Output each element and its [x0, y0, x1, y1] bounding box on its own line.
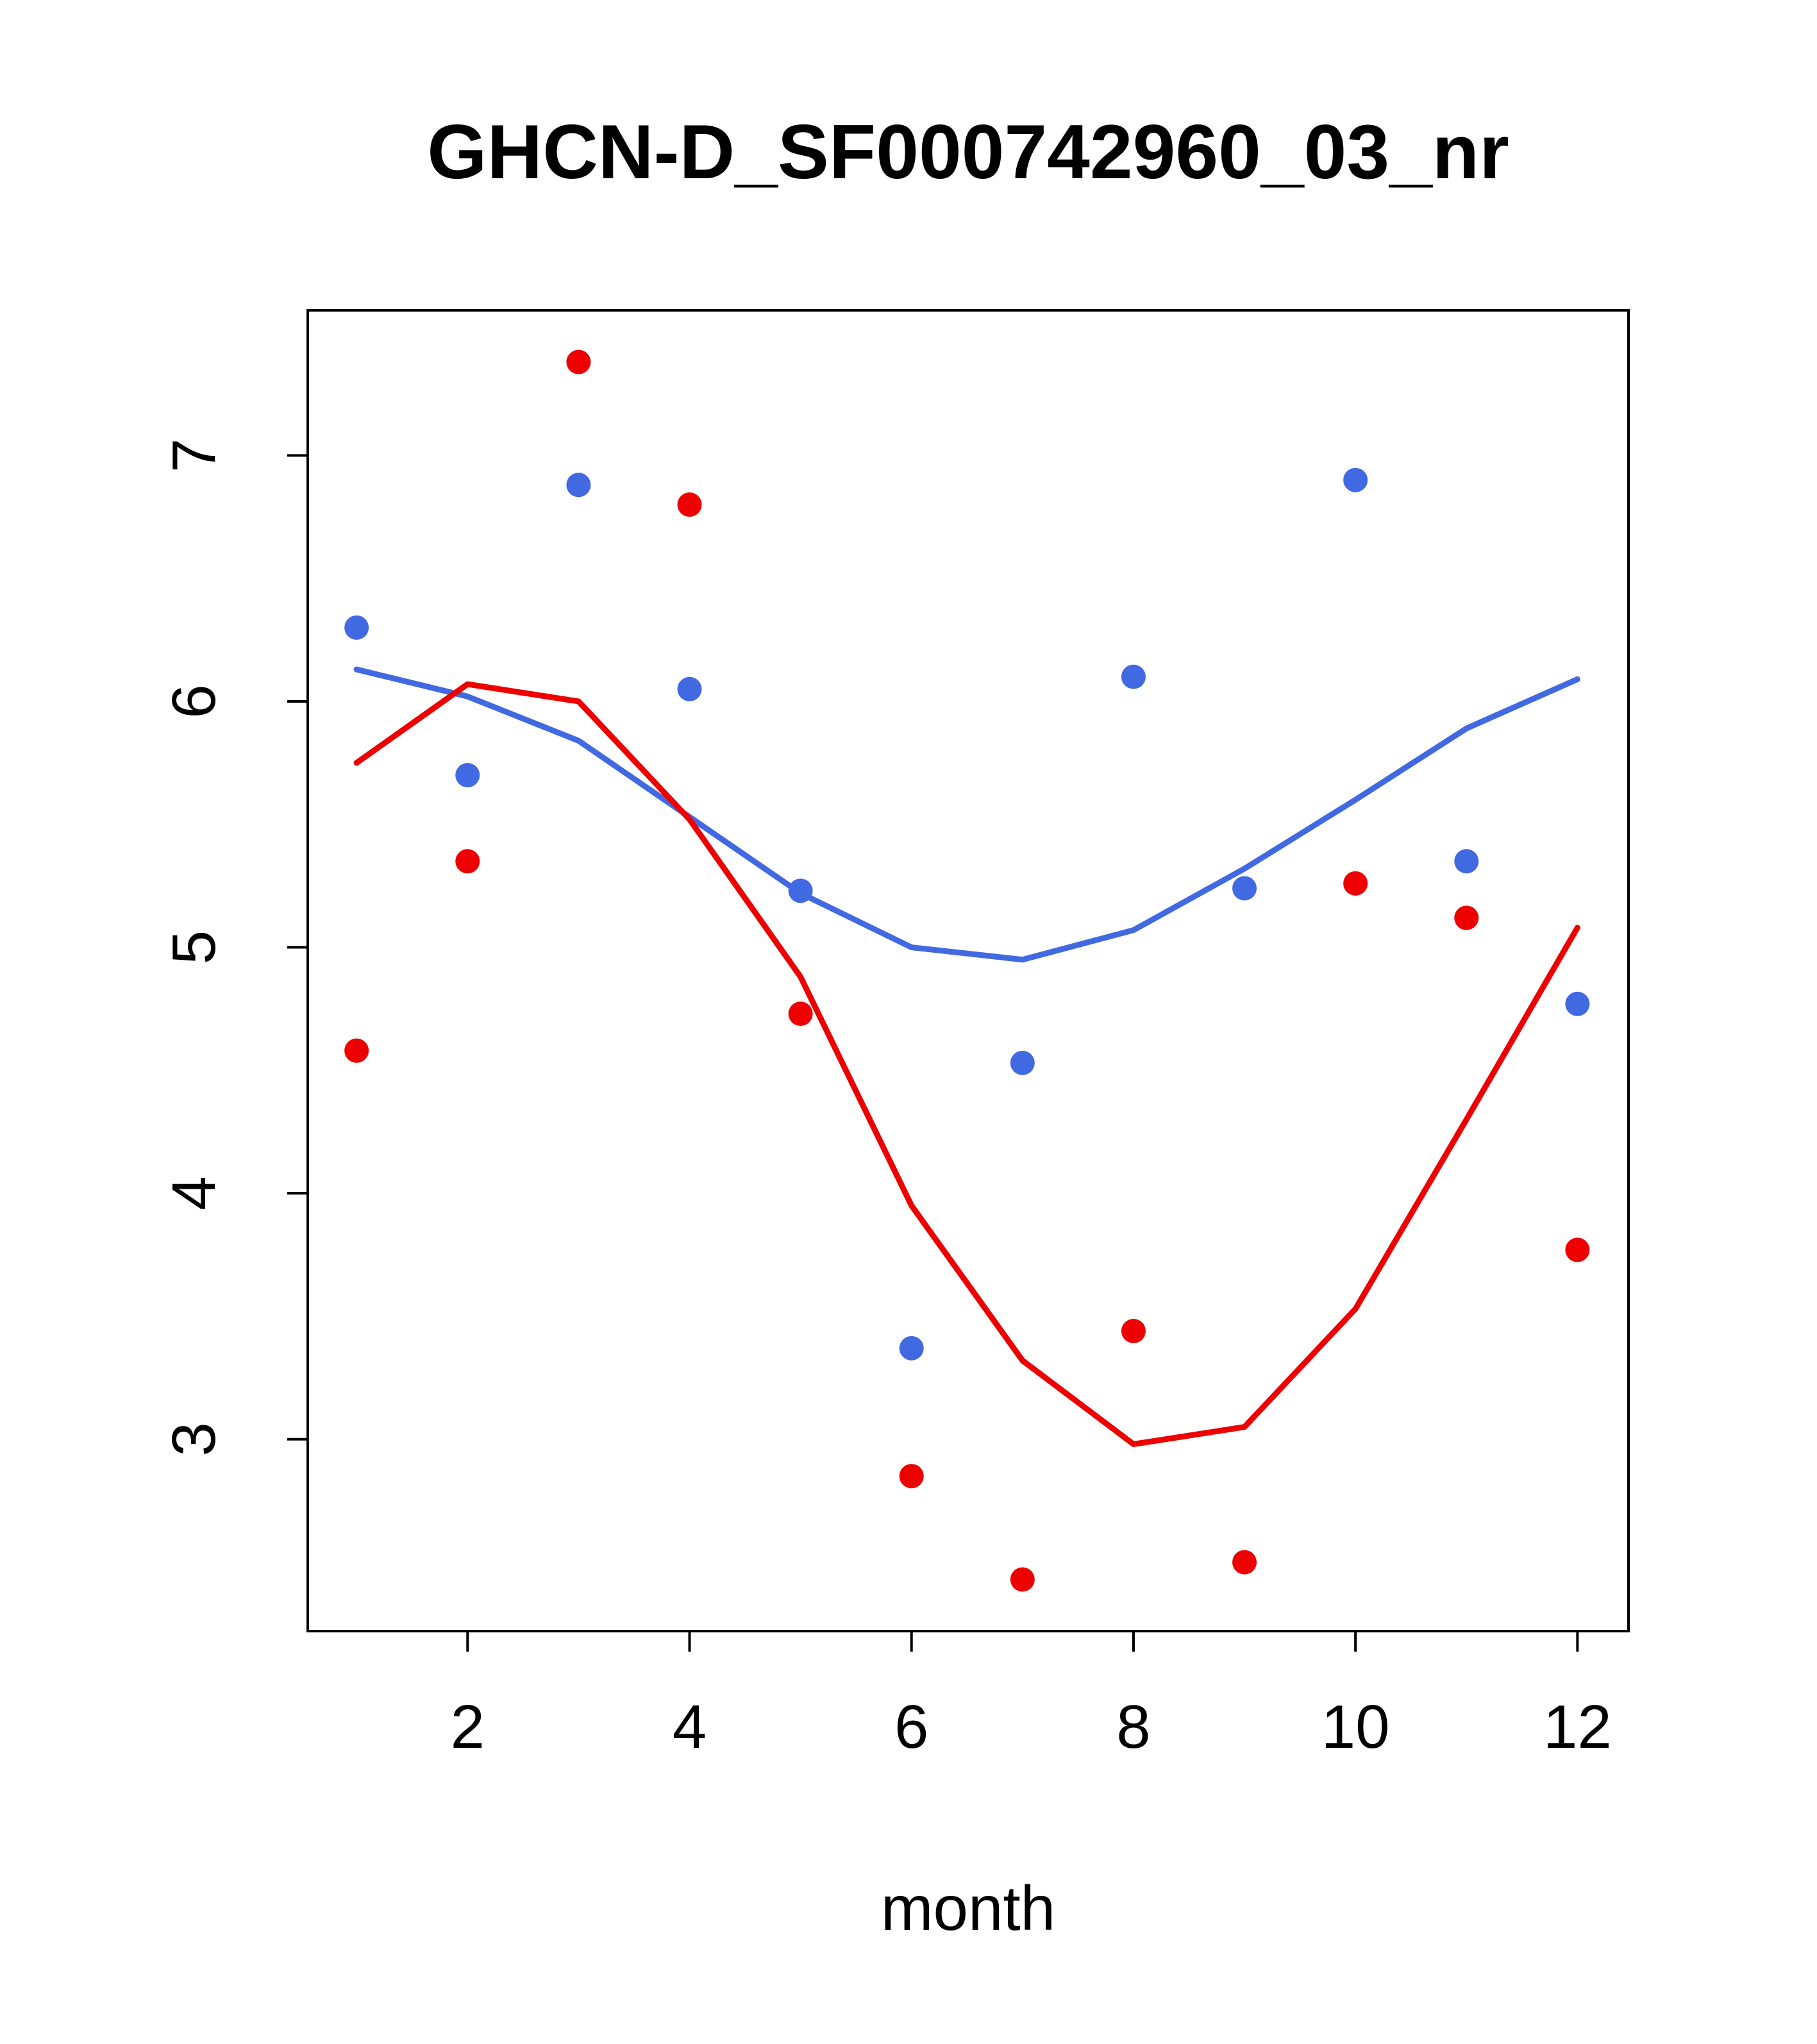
- y-tick-label: 5: [160, 930, 228, 964]
- x-tick-label: 2: [451, 1693, 485, 1761]
- blue-points-point: [1010, 1050, 1035, 1075]
- blue-line: [353, 666, 1580, 963]
- red-points-point: [455, 849, 480, 874]
- red-points-point: [1010, 1567, 1035, 1592]
- blue-points-point: [1454, 849, 1479, 874]
- x-axis-label: month: [880, 1873, 1056, 1943]
- red-line: [353, 681, 1580, 1447]
- red-points-point: [1232, 1550, 1257, 1575]
- x-tick-label: 4: [673, 1693, 707, 1761]
- x-tick-label: 12: [1543, 1693, 1612, 1761]
- y-tick-label: 4: [160, 1176, 228, 1210]
- blue-points-point: [344, 615, 369, 640]
- x-tick-label: 6: [894, 1693, 928, 1761]
- blue-points-point: [1565, 991, 1590, 1016]
- red-points-point: [566, 349, 591, 374]
- red-points-point: [1565, 1237, 1590, 1262]
- blue-points-point: [1121, 664, 1146, 689]
- x-tick-label: 10: [1321, 1693, 1390, 1761]
- red-points-point: [899, 1464, 924, 1489]
- y-tick-label: 6: [160, 684, 228, 718]
- chart-title: GHCN-D_SF000742960_03_nr: [427, 109, 1509, 195]
- y-tick-label: 3: [160, 1422, 228, 1456]
- blue-points-point: [1232, 876, 1257, 901]
- plot-border: [306, 309, 1630, 1632]
- red-points-point: [344, 1038, 369, 1063]
- red-points-point: [1121, 1318, 1146, 1343]
- blue-points-point: [455, 763, 480, 788]
- red-points-point: [788, 1001, 813, 1026]
- red-points-point: [1454, 905, 1479, 930]
- y-tick-label: 7: [160, 439, 228, 473]
- blue-points-point: [899, 1336, 924, 1361]
- x-tick-label: 8: [1116, 1693, 1150, 1761]
- blue-points-point: [1343, 467, 1368, 492]
- blue-points-point: [677, 676, 702, 701]
- red-points-point: [1343, 871, 1368, 896]
- red-points-point: [677, 492, 702, 517]
- blue-points-point: [566, 473, 591, 498]
- blue-points-point: [788, 878, 813, 903]
